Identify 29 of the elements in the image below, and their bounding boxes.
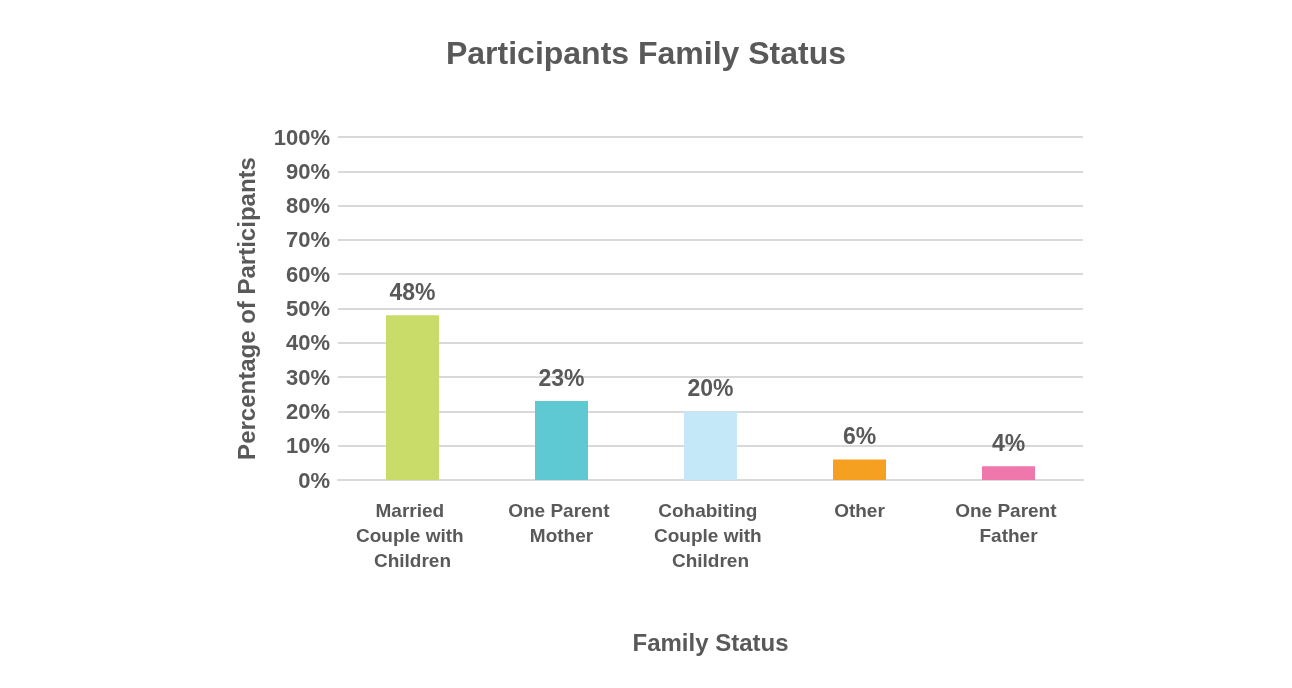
bar (833, 459, 886, 480)
y-tick-label: 70% (285, 227, 330, 253)
y-tick-label: 100% (273, 124, 330, 150)
y-tick-label: 60% (285, 261, 330, 287)
data-label: 6% (842, 422, 877, 449)
bar (535, 401, 588, 480)
y-tick-label: 10% (285, 433, 330, 459)
x-tick-label: One Parent Mother (508, 500, 615, 546)
y-tick-label: 80% (285, 193, 330, 219)
x-tick-label: Cohabiting Couple with Children (654, 500, 767, 571)
bar (386, 315, 439, 480)
y-tick-label: 30% (285, 364, 330, 390)
y-tick-label: 0% (298, 467, 330, 493)
x-axis-title: Family Status (632, 628, 789, 656)
bar (684, 411, 737, 480)
chart-title: Participants Family Status (445, 35, 847, 71)
x-tick-label: Married Couple with Children (356, 500, 469, 571)
y-tick-label: 50% (285, 296, 330, 321)
y-axis-title: Percentage of Participants (232, 157, 260, 460)
y-tick-label: 90% (285, 158, 330, 184)
x-tick-label: Other (834, 500, 886, 521)
data-label: 23% (538, 364, 585, 391)
x-tick-label: One Parent Father (955, 500, 1062, 546)
y-tick-label: 40% (285, 330, 330, 356)
bar (982, 466, 1035, 480)
y-tick-label: 20% (285, 398, 330, 424)
data-label: 20% (687, 374, 734, 401)
data-label: 4% (991, 429, 1026, 456)
data-label: 48% (389, 278, 436, 305)
